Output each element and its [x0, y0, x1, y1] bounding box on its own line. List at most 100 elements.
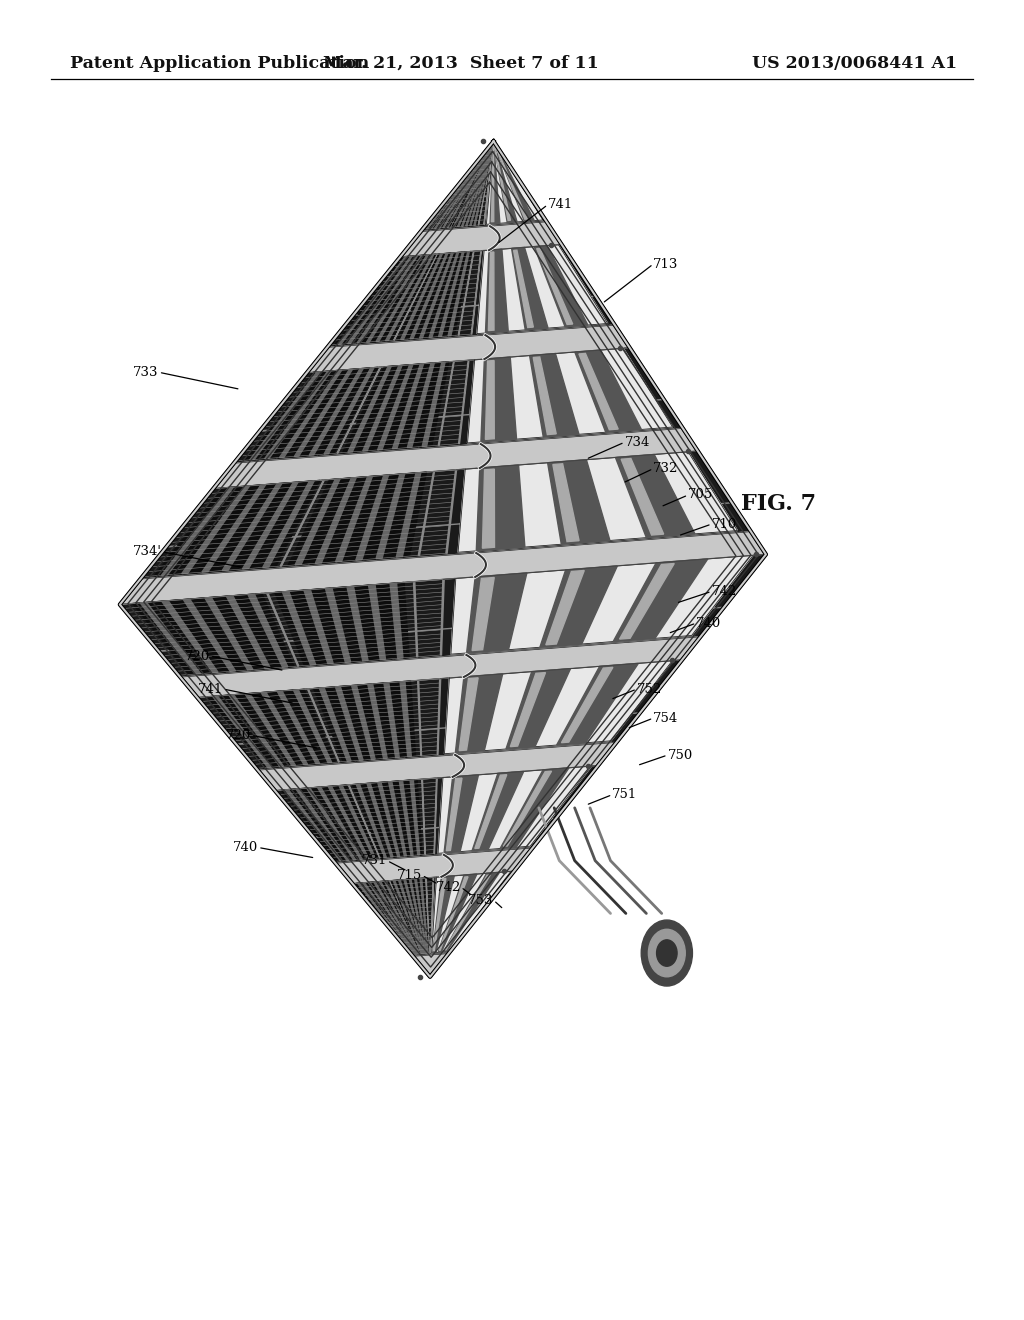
Polygon shape — [400, 253, 442, 339]
Polygon shape — [280, 370, 342, 458]
Polygon shape — [446, 779, 462, 850]
Polygon shape — [403, 879, 424, 953]
Polygon shape — [433, 876, 455, 953]
Polygon shape — [494, 141, 535, 222]
Polygon shape — [396, 880, 422, 953]
Polygon shape — [546, 570, 585, 644]
Polygon shape — [294, 690, 332, 763]
Polygon shape — [263, 480, 314, 568]
Polygon shape — [466, 141, 494, 226]
Polygon shape — [445, 875, 490, 950]
Polygon shape — [430, 141, 494, 228]
Polygon shape — [613, 558, 708, 642]
Polygon shape — [348, 367, 391, 453]
Circle shape — [641, 920, 692, 986]
Text: 710: 710 — [712, 517, 737, 531]
Polygon shape — [408, 363, 434, 447]
Polygon shape — [420, 253, 454, 338]
Polygon shape — [202, 484, 266, 572]
Polygon shape — [329, 257, 400, 345]
Polygon shape — [473, 141, 494, 226]
Polygon shape — [490, 141, 500, 224]
Polygon shape — [351, 685, 372, 759]
Polygon shape — [579, 354, 618, 430]
Polygon shape — [438, 766, 592, 853]
Polygon shape — [336, 477, 373, 562]
Polygon shape — [553, 463, 580, 541]
Polygon shape — [336, 477, 369, 562]
Polygon shape — [403, 879, 424, 953]
Polygon shape — [431, 878, 433, 953]
Polygon shape — [233, 348, 683, 463]
Polygon shape — [467, 141, 494, 226]
Polygon shape — [288, 473, 426, 565]
Polygon shape — [384, 682, 399, 758]
Polygon shape — [348, 785, 380, 858]
Polygon shape — [307, 325, 630, 372]
Polygon shape — [422, 779, 425, 854]
Polygon shape — [364, 475, 390, 560]
Polygon shape — [337, 367, 381, 453]
Polygon shape — [316, 368, 366, 454]
Polygon shape — [500, 768, 569, 849]
Polygon shape — [296, 789, 349, 861]
Text: 734': 734' — [133, 545, 162, 558]
Polygon shape — [444, 775, 478, 853]
Polygon shape — [481, 358, 516, 442]
Polygon shape — [245, 693, 296, 766]
Polygon shape — [180, 636, 700, 697]
Polygon shape — [162, 487, 233, 576]
Polygon shape — [205, 598, 253, 671]
Polygon shape — [492, 144, 494, 222]
Polygon shape — [506, 669, 570, 748]
Polygon shape — [198, 660, 682, 770]
Polygon shape — [397, 252, 471, 339]
Polygon shape — [426, 141, 494, 228]
Polygon shape — [261, 692, 307, 764]
Polygon shape — [334, 787, 371, 858]
Polygon shape — [440, 579, 444, 655]
Polygon shape — [467, 573, 527, 653]
Text: 720: 720 — [184, 649, 210, 663]
Polygon shape — [140, 602, 201, 675]
Polygon shape — [282, 785, 378, 861]
Polygon shape — [534, 356, 556, 434]
Text: FIG. 7: FIG. 7 — [740, 494, 816, 515]
Polygon shape — [413, 953, 449, 977]
Polygon shape — [574, 350, 641, 432]
Polygon shape — [178, 599, 227, 672]
Polygon shape — [120, 554, 766, 677]
Polygon shape — [472, 577, 495, 651]
Polygon shape — [484, 141, 494, 224]
Polygon shape — [278, 692, 319, 764]
Polygon shape — [475, 775, 507, 849]
Polygon shape — [439, 876, 468, 950]
Polygon shape — [307, 788, 355, 859]
Polygon shape — [343, 362, 449, 453]
Text: Mar. 21, 2013  Sheet 7 of 11: Mar. 21, 2013 Sheet 7 of 11 — [323, 55, 599, 71]
Polygon shape — [393, 880, 422, 954]
Polygon shape — [449, 252, 469, 335]
Polygon shape — [368, 255, 423, 342]
Polygon shape — [250, 372, 321, 459]
Polygon shape — [362, 366, 402, 451]
Polygon shape — [412, 879, 426, 953]
Polygon shape — [374, 684, 389, 758]
Polygon shape — [150, 602, 204, 673]
Polygon shape — [429, 252, 459, 338]
Polygon shape — [120, 141, 766, 977]
Polygon shape — [384, 583, 394, 659]
Circle shape — [648, 929, 685, 977]
Polygon shape — [411, 253, 447, 339]
Polygon shape — [439, 141, 494, 228]
Polygon shape — [236, 372, 307, 461]
Polygon shape — [421, 141, 547, 231]
Polygon shape — [432, 252, 459, 337]
Polygon shape — [462, 141, 494, 226]
Polygon shape — [295, 479, 340, 565]
Polygon shape — [433, 879, 445, 950]
Text: 731: 731 — [361, 854, 387, 867]
Polygon shape — [392, 781, 408, 855]
Polygon shape — [459, 251, 474, 335]
Polygon shape — [529, 354, 579, 437]
